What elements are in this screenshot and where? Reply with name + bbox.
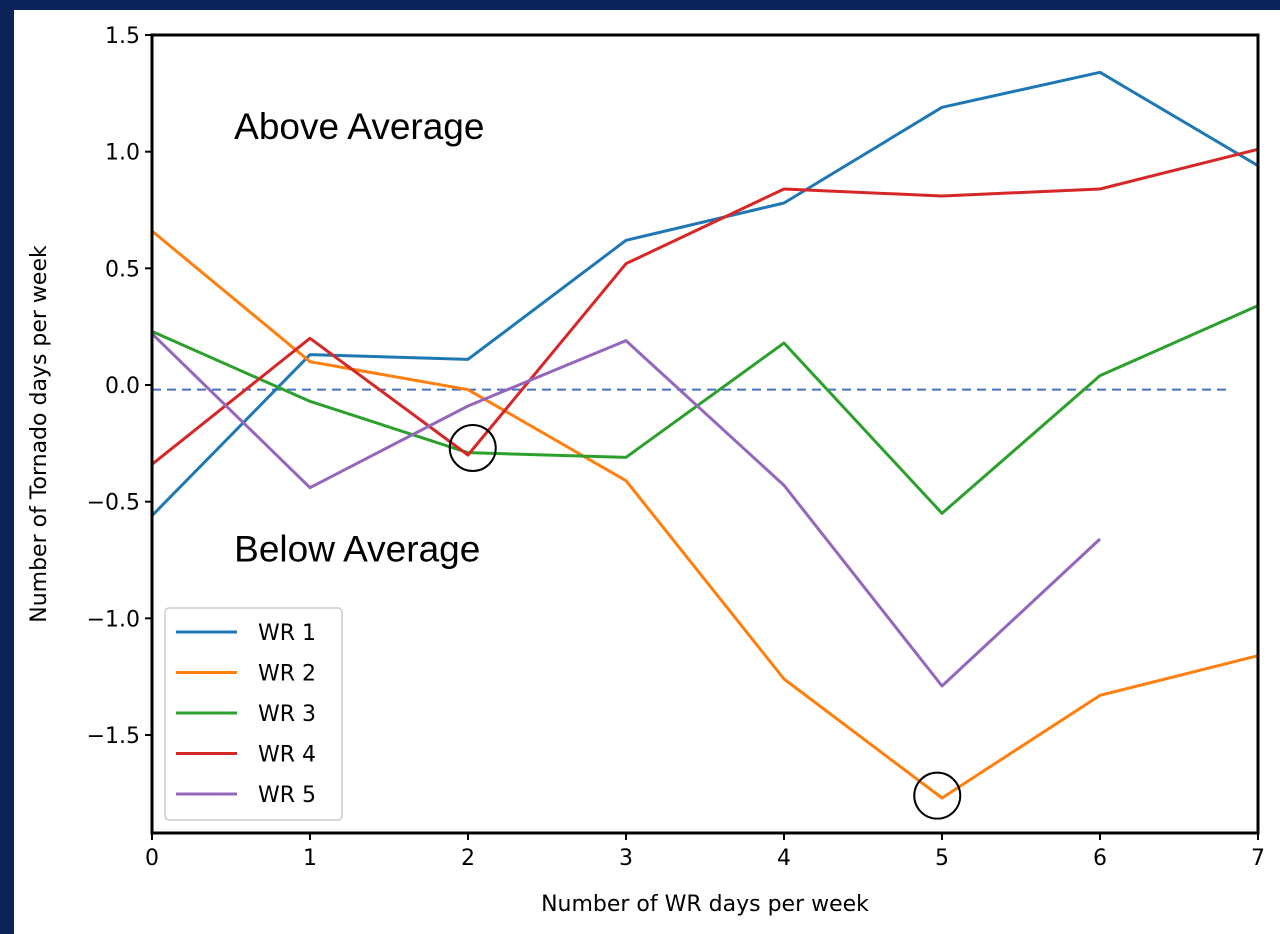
y-tick-label: −0.5 xyxy=(87,491,140,516)
x-tick-label: 5 xyxy=(935,846,949,871)
y-tick-label: −1.0 xyxy=(87,607,140,632)
highlight-circle xyxy=(913,771,962,820)
legend-label: WR 5 xyxy=(258,783,316,808)
x-tick-label: 2 xyxy=(461,846,475,871)
x-tick-label: 3 xyxy=(619,846,633,871)
data-line xyxy=(151,147,1259,466)
legend-box xyxy=(164,607,343,821)
x-tick-label: 4 xyxy=(777,846,791,871)
annotation: Below Average xyxy=(234,528,480,569)
legend-label: WR 3 xyxy=(258,702,316,727)
x-tick-label: 7 xyxy=(1251,846,1265,871)
y-tick-label: −1.5 xyxy=(87,724,140,749)
highlight-circle xyxy=(448,424,497,472)
data-line xyxy=(150,332,1102,688)
data-line xyxy=(151,229,1259,800)
legend-label: WR 1 xyxy=(258,621,316,646)
x-tick-label: 6 xyxy=(1093,846,1107,871)
y-tick-label: 0.0 xyxy=(105,374,140,399)
legend-label: WR 4 xyxy=(258,743,316,768)
data-line xyxy=(150,70,1259,517)
legend-label: WR 2 xyxy=(258,662,316,687)
x-tick-label: 1 xyxy=(303,846,317,871)
data-line xyxy=(151,304,1259,515)
y-axis-label: Number of Tornado days per week xyxy=(27,245,52,623)
x-axis-label: Number of WR days per week xyxy=(541,892,869,917)
y-tick-label: 1.0 xyxy=(105,141,140,166)
x-tick-label: 0 xyxy=(145,846,159,871)
y-tick-label: 1.5 xyxy=(105,24,140,49)
y-tick-label: 0.5 xyxy=(105,257,140,282)
axes-frame xyxy=(150,33,1260,835)
annotation: Above Average xyxy=(234,106,484,147)
